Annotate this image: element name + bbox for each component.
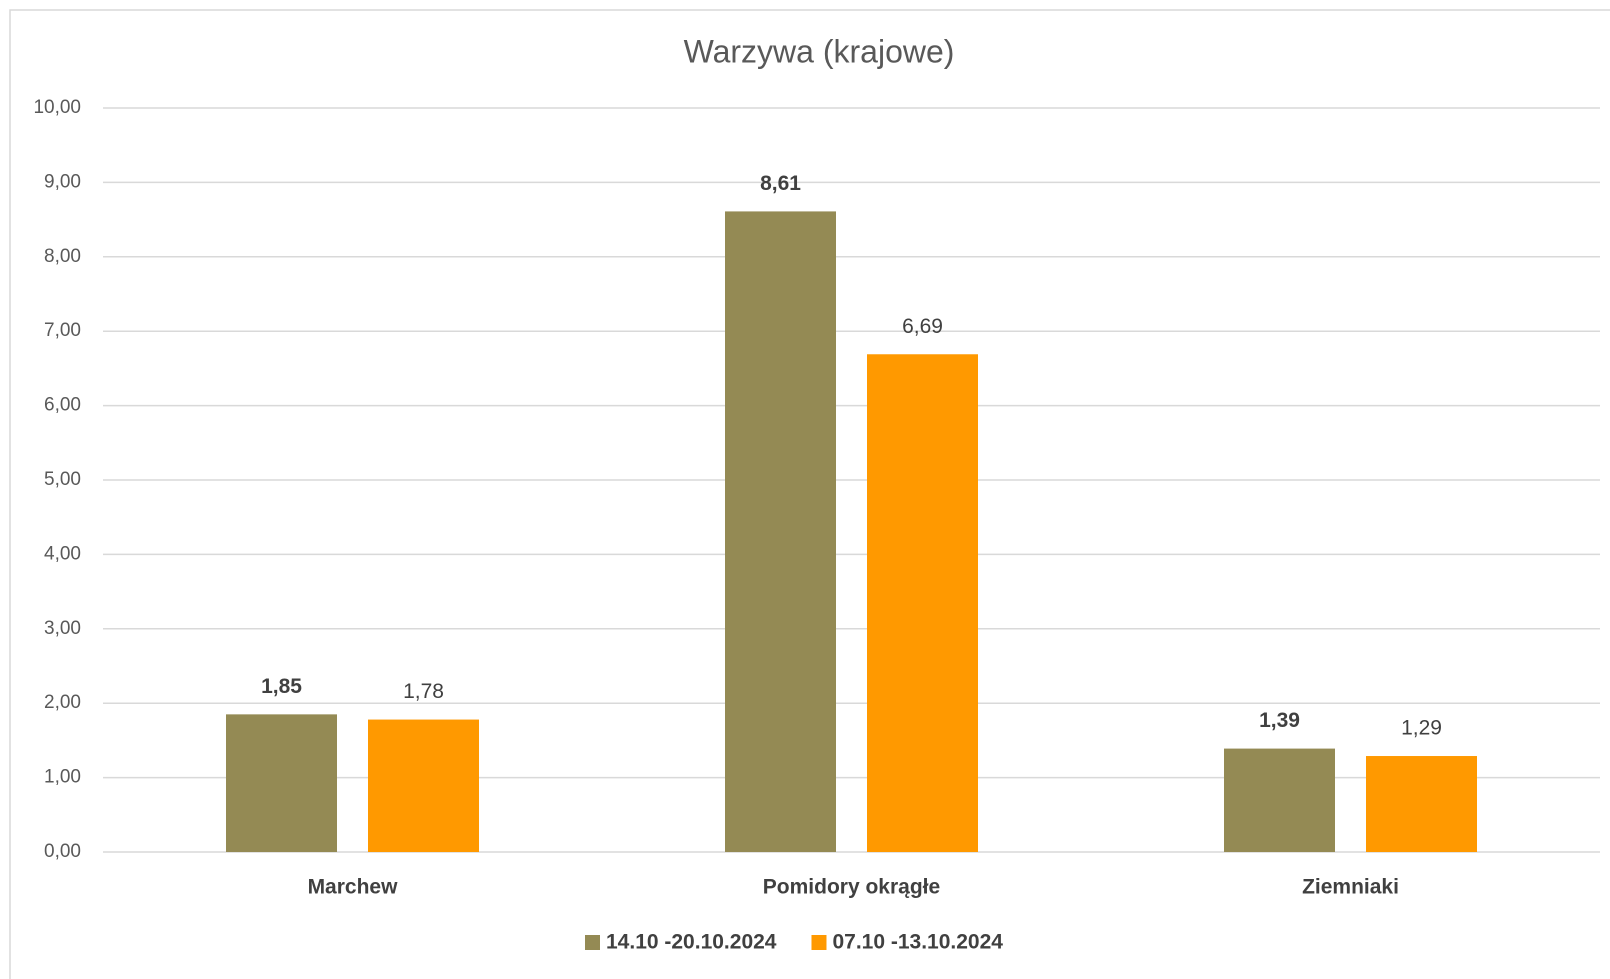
y-tick-label: 1,00 [44,767,81,788]
bar [1366,756,1477,852]
bar [725,211,836,852]
y-tick-label: 7,00 [44,320,81,341]
y-tick-label: 8,00 [44,246,81,267]
legend-swatch [585,935,600,950]
bar [867,354,978,852]
y-tick-label: 6,00 [44,395,81,416]
value-label: 1,78 [403,680,444,703]
chart-title: Warzywa (krajowe) [684,33,955,69]
bar [226,714,337,852]
bar [368,719,479,852]
y-tick-label: 4,00 [44,543,81,564]
legend-label: 07.10 -13.10.2024 [832,931,1003,954]
y-tick-label: 5,00 [44,469,81,490]
legend-swatch [811,935,827,950]
y-tick-label: 10,00 [33,97,81,118]
legend-label: 14.10 -20.10.2024 [606,931,777,954]
value-label: 1,29 [1401,717,1442,740]
y-tick-label: 3,00 [44,618,81,639]
value-label: 6,69 [902,315,943,338]
x-tick-label: Pomidory okrągłe [763,876,940,899]
x-tick-label: Marchew [308,876,399,899]
x-tick-label: Ziemniaki [1302,876,1399,899]
value-label: 1,85 [261,675,302,698]
y-tick-label: 0,00 [44,841,81,862]
value-label: 1,39 [1259,709,1300,732]
y-tick-label: 9,00 [44,171,81,192]
value-label: 8,61 [760,172,801,195]
bar [1224,748,1335,852]
y-tick-label: 2,00 [44,692,81,713]
chart-border [9,9,1610,979]
